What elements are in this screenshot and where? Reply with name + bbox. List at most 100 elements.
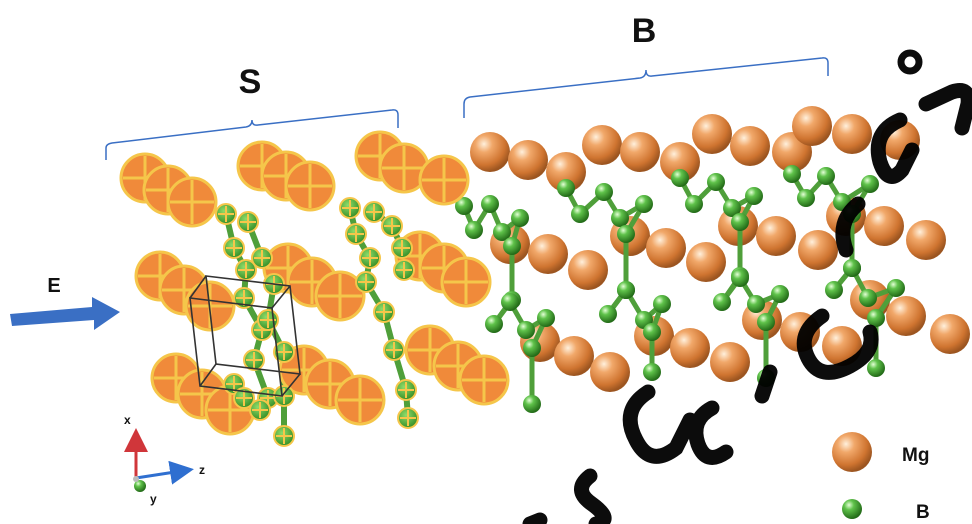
mg-atom [546,152,586,192]
b-atom [713,293,731,311]
surface-b-atom [373,301,395,323]
b-atom [747,295,765,313]
b-atom [617,281,635,299]
field-label: E [47,275,60,297]
y-axis-dot [134,480,146,492]
surface-b-atom [233,287,255,309]
b-atom [643,323,661,341]
b-atom [635,195,653,213]
surface-b-atom [359,247,381,269]
b-atom [523,339,541,357]
mg-atom [620,132,660,172]
b-atom [731,213,749,231]
mg-atom [554,336,594,376]
bulk-region-label: B [632,12,657,50]
surface-region-label: S [239,63,262,101]
mg-atom [864,206,904,246]
b-atom [859,289,877,307]
surface-b-atom [257,309,279,331]
mg-legend-icon [832,432,872,472]
b-atom [887,279,905,297]
b-atom [825,281,843,299]
surface-mg-atom [458,354,510,406]
mg-legend-label: Mg [902,445,929,466]
b-atom [455,197,473,215]
mg-atom [686,242,726,282]
axis-origin [133,476,139,482]
b-atom [783,165,801,183]
surface-mg-atom [314,270,366,322]
b-atom [517,321,535,339]
b-atom [723,199,741,217]
mg-atom [906,220,946,260]
surface-region-bracket [105,109,399,160]
y-axis-label: y [150,492,157,506]
b-atom [843,259,861,277]
mg-atom [710,342,750,382]
bulk-region-bracket [463,57,829,118]
b-atom [745,187,763,205]
surface-b-atom [391,237,413,259]
b-atom [503,237,521,255]
mg-atom [646,228,686,268]
surface-b-atom [345,223,367,245]
surface-b-atom [223,237,245,259]
mg-atom [822,326,862,366]
surface-b-atom [243,349,265,371]
b-atom [797,189,815,207]
b-atom [571,205,589,223]
mg-atom [886,296,926,336]
surface-b-atom [381,215,403,237]
b-atom [595,183,613,201]
mg-atom [692,114,732,154]
b-atom [707,173,725,191]
b-atom [757,313,775,331]
mg-atom [798,230,838,270]
b-atom [523,395,541,413]
surface-b-atom [393,259,415,281]
b-atom [643,363,661,381]
mg-atom [582,125,622,165]
mg-atom [528,234,568,274]
b-atom [557,179,575,197]
b-atom [653,295,671,313]
surface-boron-atoms [215,197,419,447]
bulk-mg-atoms [470,106,970,392]
surface-b-atom [395,379,417,401]
b-atom [861,175,879,193]
z-axis-arrow [135,460,194,485]
b-atom [481,195,499,213]
mg-atom [930,314,970,354]
surface-b-atom [237,211,259,233]
x-axis-label: x [124,413,131,427]
b-atom [611,209,629,227]
bulk-boron-atoms [455,165,905,413]
b-atom [511,209,529,227]
surface-b-atom [397,407,419,429]
mg-atom [670,328,710,368]
b-atom [537,309,555,327]
surface-b-atom [339,197,361,219]
b-atom [867,359,885,377]
b-legend-label: B [916,502,930,523]
surface-mg-atom [334,374,386,426]
b-atom [671,169,689,187]
b-atom [867,309,885,327]
mg-atom [660,142,700,182]
b-atom [817,167,835,185]
mg-atom [730,126,770,166]
electric-field-arrow [10,297,120,330]
b-atom [465,221,483,239]
b-atom [617,225,635,243]
surface-b-atom [273,341,295,363]
legend: Mg B [832,432,930,523]
surface-mg-atoms [119,130,510,436]
surface-mg-atom [284,160,336,212]
b-atom [501,293,519,311]
b-atom [771,285,789,303]
surface-mg-atom [378,142,430,194]
surface-b-atom [355,271,377,293]
surface-b-atom [273,385,295,407]
z-axis-label: z [199,463,205,477]
b-legend-icon [842,499,862,519]
